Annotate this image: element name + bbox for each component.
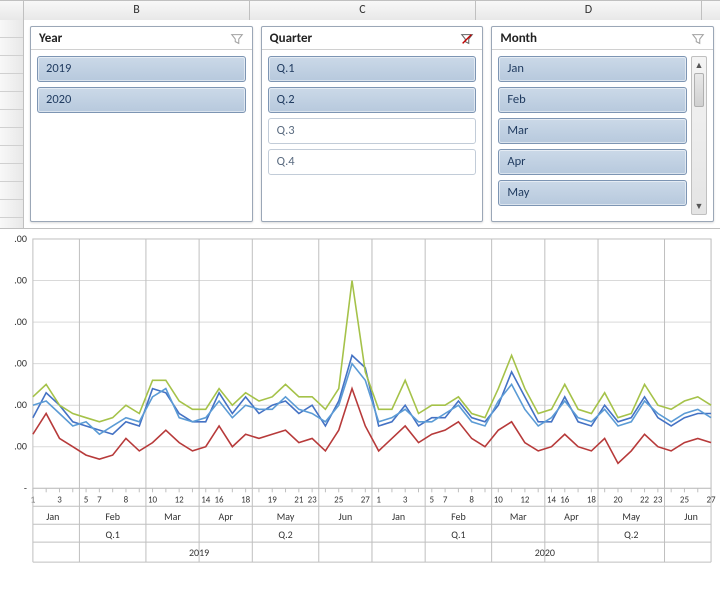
scroll-down-icon[interactable]: ▼ [693,200,705,212]
column-header-b[interactable]: B [24,1,250,20]
svg-text:2020: 2020 [535,547,555,559]
svg-text:14: 14 [201,494,211,505]
scroll-up-icon[interactable]: ▲ [693,59,705,71]
svg-text:.00: .00 [14,358,27,370]
svg-text:1: 1 [376,494,381,505]
chart-canvas: -.00.00.00.00.00.00135781012141618192123… [0,229,720,600]
slicer-quarter[interactable]: Quarter Q.1 Q.2 Q.3 Q.4 [261,26,484,222]
row-header-gutter [0,20,24,228]
svg-text:Feb: Feb [105,511,120,523]
svg-text:Jun: Jun [339,511,353,523]
svg-text:Q.1: Q.1 [451,529,465,541]
svg-text:16: 16 [560,494,570,505]
column-header-c[interactable]: C [250,1,476,20]
svg-text:18: 18 [587,494,597,505]
clear-filter-icon[interactable] [460,32,474,46]
svg-text:27: 27 [361,494,371,505]
svg-text:7: 7 [443,494,448,505]
slicer-item[interactable]: 2019 [37,56,246,82]
svg-text:7: 7 [97,494,102,505]
svg-text:May: May [622,511,640,523]
svg-text:Feb: Feb [451,511,466,523]
slicer-month[interactable]: Month Jan Feb Mar Apr May ▲ ▼ [491,26,714,222]
svg-text:Apr: Apr [218,511,233,523]
svg-text:.00: .00 [14,233,27,245]
slicer-area: Year 2019 2020 Quarter Q.1 Q.2 Q.3 Q.4 [24,20,720,228]
svg-text:25: 25 [680,494,690,505]
row-header-spacer [0,1,24,20]
svg-text:2019: 2019 [189,547,209,559]
svg-text:Q.1: Q.1 [106,529,120,541]
svg-text:Jun: Jun [684,511,698,523]
slicer-item[interactable]: Q.1 [268,56,477,82]
scroll-thumb[interactable] [694,73,704,107]
svg-text:5: 5 [84,494,89,505]
slicer-title-month: Month [500,31,537,46]
column-header-d[interactable]: D [476,1,702,20]
slicer-item[interactable]: Q.2 [268,87,477,113]
line-chart[interactable]: -.00.00.00.00.00.00135781012141618192123… [0,228,720,600]
svg-text:May: May [277,511,295,523]
clear-filter-icon[interactable] [691,32,705,46]
svg-text:.00: .00 [14,316,27,328]
svg-text:10: 10 [148,494,158,505]
svg-text:22: 22 [640,494,650,505]
svg-text:3: 3 [403,494,408,505]
svg-text:18: 18 [241,494,251,505]
svg-text:-: - [24,482,27,494]
slicer-title-quarter: Quarter [270,31,312,46]
svg-text:23: 23 [653,494,663,505]
svg-text:8: 8 [469,494,474,505]
slicer-items-month: Jan Feb Mar Apr May [498,56,687,215]
slicer-title-year: Year [39,31,62,46]
svg-text:Apr: Apr [564,511,579,523]
svg-text:21: 21 [294,494,304,505]
svg-text:.00: .00 [14,441,27,453]
svg-text:14: 14 [547,494,557,505]
slicer-item[interactable]: 2020 [37,87,246,113]
svg-text:5: 5 [430,494,435,505]
svg-text:Jan: Jan [46,511,59,523]
column-header-bar: B C D [0,0,720,20]
svg-text:23: 23 [308,494,318,505]
slicer-item[interactable]: Q.4 [268,149,477,175]
clear-filter-icon[interactable] [230,32,244,46]
svg-text:25: 25 [334,494,344,505]
slicer-item[interactable]: Mar [498,118,687,144]
slicer-items-year: 2019 2020 [37,56,246,215]
svg-text:Mar: Mar [164,511,181,523]
svg-text:12: 12 [175,494,185,505]
svg-text:19: 19 [268,494,278,505]
slicer-item[interactable]: Q.3 [268,118,477,144]
svg-text:Q.2: Q.2 [624,529,638,541]
slicer-items-quarter: Q.1 Q.2 Q.3 Q.4 [268,56,477,215]
slicer-year[interactable]: Year 2019 2020 [30,26,253,222]
svg-text:10: 10 [494,494,504,505]
svg-text:Jan: Jan [392,511,405,523]
slicer-item[interactable]: Feb [498,87,687,113]
svg-text:3: 3 [57,494,62,505]
svg-text:12: 12 [520,494,530,505]
svg-text:8: 8 [124,494,129,505]
slicer-item[interactable]: May [498,180,687,206]
slicer-item[interactable]: Apr [498,149,687,175]
slicer-item[interactable]: Jan [498,56,687,82]
svg-text:.00: .00 [14,399,27,411]
svg-text:.00: .00 [14,275,27,287]
svg-text:16: 16 [214,494,224,505]
scrollbar[interactable]: ▲ ▼ [691,56,707,215]
svg-text:Mar: Mar [510,511,527,523]
svg-text:Q.2: Q.2 [278,529,292,541]
svg-text:20: 20 [613,494,623,505]
